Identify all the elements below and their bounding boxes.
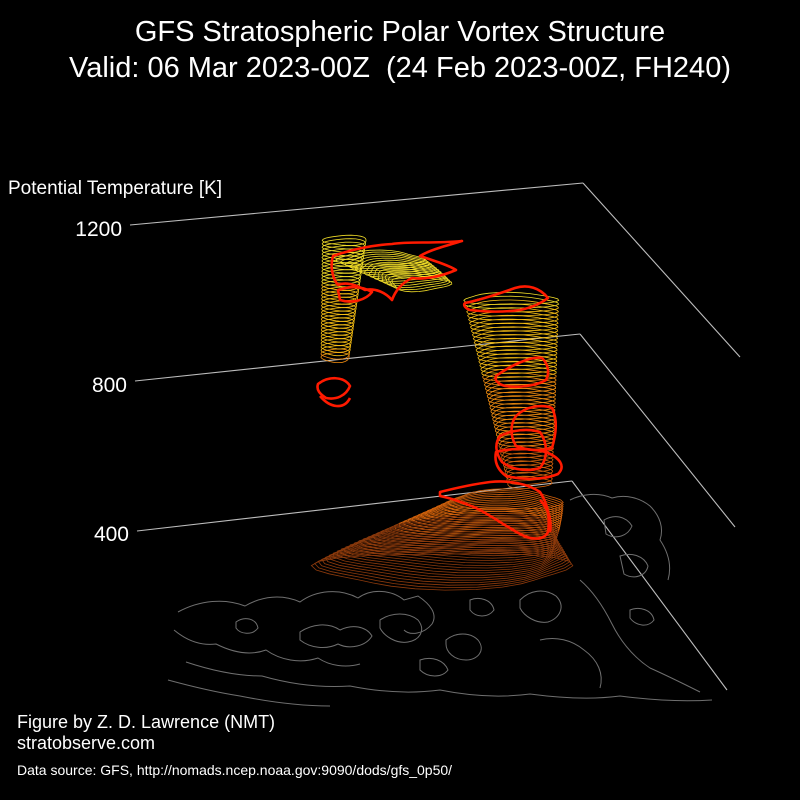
title-line-2: Valid: 06 Mar 2023-00Z (24 Feb 2023-00Z,… bbox=[69, 52, 731, 84]
isosurface-contour-upper-left bbox=[320, 352, 350, 363]
edge-contour-upper-left-top bbox=[330, 239, 464, 302]
isosurface-contour-upper-right bbox=[471, 326, 559, 340]
isosurface-contour-upper-left bbox=[320, 317, 355, 329]
figure-credits: Figure by Z. D. Lawrence (NMT) stratobse… bbox=[17, 712, 452, 778]
isosurface-contour-upper-left bbox=[320, 314, 356, 326]
z-tick-800: 800 bbox=[92, 374, 127, 397]
isosurface-contour-lower-trunk bbox=[310, 553, 574, 591]
isosurface-contour-upper-cap bbox=[377, 268, 446, 284]
isosurface-contour-lower-trunk bbox=[325, 545, 568, 581]
isosurface-contour-lower-trunk bbox=[340, 536, 562, 571]
edge-contour-upper-left-base bbox=[319, 395, 352, 408]
back-edge-1200 bbox=[582, 182, 741, 358]
edge-contour-right-2 bbox=[510, 404, 558, 452]
isosurface-contour-upper-left bbox=[321, 307, 357, 319]
credit-data-source: Data source: GFS, http://nomads.ncep.noa… bbox=[17, 762, 453, 778]
isosurface-contour-upper-left bbox=[320, 334, 353, 346]
coastline-map bbox=[167, 493, 713, 707]
isosurface-contour-upper-cap bbox=[340, 251, 429, 267]
edge-contour-upper-left-mid bbox=[336, 285, 374, 303]
edge-contour-lower-right bbox=[539, 499, 552, 533]
isosurface-contour-upper-left bbox=[321, 296, 358, 308]
isosurface-contour-upper-right bbox=[469, 318, 559, 332]
z-tick-400: 400 bbox=[94, 523, 129, 546]
isosurface-contour-lower-trunk bbox=[424, 497, 563, 522]
isosurface-contour-lower-trunk bbox=[317, 549, 571, 586]
isosurface-contour-upper-left bbox=[321, 272, 361, 284]
isosurface-contour-upper-right bbox=[465, 299, 560, 313]
isosurface-contour-upper-left bbox=[321, 241, 366, 253]
credit-author: Figure by Z. D. Lawrence (NMT) bbox=[17, 712, 276, 732]
isosurface-contour-upper-left bbox=[321, 289, 359, 302]
isosurface-contour-upper-left bbox=[321, 279, 360, 291]
isosurface-contour-upper-left bbox=[320, 327, 354, 339]
isosurface-contour-upper-right bbox=[470, 322, 559, 336]
isosurface-contour-lower-trunk bbox=[429, 495, 564, 519]
isosurface-contour-upper-right bbox=[468, 314, 559, 328]
isosurface-contour-lower-trunk bbox=[321, 547, 569, 584]
isosurface-contour-upper-left bbox=[321, 265, 362, 277]
isosurface-contour-upper-left bbox=[321, 269, 362, 281]
isosurface-contour-upper-cap bbox=[384, 272, 450, 289]
title-line-1: GFS Stratospheric Polar Vortex Structure bbox=[134, 16, 666, 48]
isosurface-contour-lower-trunk bbox=[336, 538, 563, 574]
vortex-edge-contours bbox=[316, 239, 563, 540]
z-tick-1200: 1200 bbox=[75, 218, 122, 241]
isosurface-contour-upper-right bbox=[487, 391, 556, 405]
isosurface-contour-lower-trunk bbox=[438, 492, 564, 515]
isosurface-contour-upper-left bbox=[320, 345, 351, 357]
isosurface-contour-upper-left bbox=[320, 348, 351, 360]
edge-contour-right-top bbox=[462, 285, 550, 313]
isosurface-contour-upper-right bbox=[468, 311, 559, 324]
chart-title: GFS Stratospheric Polar Vortex Structure… bbox=[0, 14, 800, 86]
isosurface-contour-upper-left bbox=[320, 338, 352, 350]
isosurface-contour-upper-left bbox=[321, 234, 367, 246]
edge-contour-right-3 bbox=[495, 428, 548, 472]
z-axis-title: Potential Temperature [K] bbox=[8, 178, 222, 199]
edge-contour-right-4 bbox=[494, 447, 563, 481]
isosurface-contour-upper-right bbox=[478, 353, 558, 367]
isosurface-contour-upper-right bbox=[475, 341, 558, 355]
isosurface-contour-upper-left bbox=[321, 303, 357, 315]
isosurface-contour-upper-right bbox=[463, 291, 560, 305]
isosurface-contour-upper-cap bbox=[349, 255, 434, 272]
credit-website: stratobserve.com bbox=[17, 733, 156, 753]
isosurface-contour-upper-right bbox=[467, 307, 559, 321]
z-axis-frame bbox=[129, 182, 741, 691]
edge-contour-upper-left-low bbox=[316, 376, 352, 400]
isosurface-contour-upper-right bbox=[474, 337, 558, 351]
z-axis-line-1200 bbox=[129, 182, 584, 226]
isosurface-contour-lower-trunk bbox=[314, 551, 572, 589]
back-edge-800 bbox=[579, 333, 736, 528]
isosurface-contour-upper-right bbox=[481, 364, 557, 378]
isosurface-contour-lower-trunk bbox=[442, 490, 564, 512]
isosurface-contour-upper-left bbox=[320, 341, 352, 353]
isosurface-contour-upper-right bbox=[473, 334, 558, 347]
isosurface-contour-upper-left bbox=[320, 310, 356, 322]
isosurface-contour-upper-right bbox=[477, 349, 558, 363]
isosurface-contour-upper-cap bbox=[381, 270, 448, 286]
isosurface-contour-upper-right bbox=[472, 330, 559, 344]
isosurface-contour-upper-left bbox=[320, 324, 354, 336]
isosurface-contour-upper-left bbox=[320, 331, 353, 343]
isosurface-contour-upper-cap bbox=[345, 253, 431, 269]
edge-contour-lower-band bbox=[438, 480, 551, 540]
isosurface-contour-upper-right bbox=[482, 368, 557, 382]
isosurface-contour-upper-left bbox=[321, 293, 359, 305]
isosurface-contour-upper-right bbox=[484, 379, 556, 394]
isosurface-contour-upper-cap bbox=[335, 249, 427, 265]
back-edge-400 bbox=[571, 480, 728, 691]
isosurface-contour-upper-right bbox=[480, 360, 557, 374]
edge-contour-right-1 bbox=[494, 356, 550, 389]
isosurface-contour-upper-left bbox=[320, 320, 355, 332]
